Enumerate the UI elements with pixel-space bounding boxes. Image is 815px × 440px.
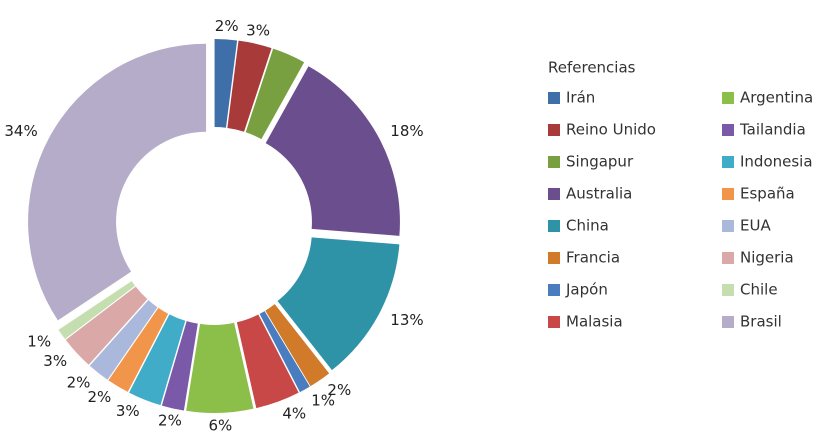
donut-segment xyxy=(28,43,207,321)
legend-swatch xyxy=(722,188,734,200)
legend-swatch xyxy=(722,220,734,232)
data-label: 1% xyxy=(311,391,335,409)
legend-label: Japón xyxy=(565,281,608,299)
donut-segment xyxy=(129,314,186,406)
data-label: 2% xyxy=(158,412,182,430)
data-label: 18% xyxy=(390,122,423,140)
data-label: 6% xyxy=(208,416,232,434)
data-label: 34% xyxy=(4,122,37,140)
legend-label: Reino Unido xyxy=(566,121,656,139)
donut-segment xyxy=(58,281,136,340)
donut-segment xyxy=(186,322,254,413)
legend-swatch xyxy=(548,220,560,232)
legend-swatch xyxy=(548,316,560,328)
legend-swatch xyxy=(548,124,560,136)
legend-swatch xyxy=(548,156,560,168)
data-label: 13% xyxy=(390,311,423,329)
legend-swatch xyxy=(548,92,560,104)
donut-segment xyxy=(236,314,299,409)
donut-segment xyxy=(161,321,198,411)
legend-label: Singapur xyxy=(566,153,634,171)
legend-swatch xyxy=(722,124,734,136)
data-label: 3% xyxy=(116,402,140,420)
legend-swatch xyxy=(548,252,560,264)
data-label: 3% xyxy=(246,21,270,39)
legend-label: Argentina xyxy=(740,89,813,107)
legend-swatch xyxy=(548,188,560,200)
legend-label: Malasia xyxy=(566,313,623,331)
data-label: 4% xyxy=(282,404,306,422)
legend-label: Francia xyxy=(566,249,620,267)
donut-segment xyxy=(214,39,238,128)
data-label: 2% xyxy=(87,388,111,406)
donut-segment xyxy=(265,304,330,387)
donut-segment xyxy=(89,300,158,380)
donut-segment xyxy=(65,286,148,365)
donut-segment xyxy=(277,237,400,371)
legend-label: España xyxy=(740,185,795,203)
donut-segment xyxy=(108,307,169,392)
legend-label: Tailandia xyxy=(739,121,806,139)
legend-swatch xyxy=(722,316,734,328)
legend-label: Chile xyxy=(740,281,778,299)
data-label: 2% xyxy=(67,374,91,392)
data-label: 2% xyxy=(215,17,239,35)
data-label: 3% xyxy=(43,352,67,370)
legend-label: EUA xyxy=(740,217,771,235)
legend-swatch xyxy=(722,156,734,168)
legend-label: Australia xyxy=(566,185,632,203)
donut-segment xyxy=(227,40,272,132)
data-label: 1% xyxy=(27,333,51,351)
data-label: 2% xyxy=(327,381,351,399)
legend-label: Indonesia xyxy=(740,153,813,171)
legend-swatch xyxy=(722,92,734,104)
legend-swatch xyxy=(722,284,734,296)
legend-label: Irán xyxy=(566,89,595,107)
legend-label: Nigeria xyxy=(740,249,794,267)
legend-title: Referencias xyxy=(548,59,636,77)
donut-segment xyxy=(259,311,310,393)
donut-segment xyxy=(265,66,400,236)
donut-segment xyxy=(245,48,305,140)
legend-label: Brasil xyxy=(740,313,782,331)
legend-label: China xyxy=(566,217,609,235)
legend-swatch xyxy=(722,252,734,264)
legend-swatch xyxy=(548,284,560,296)
